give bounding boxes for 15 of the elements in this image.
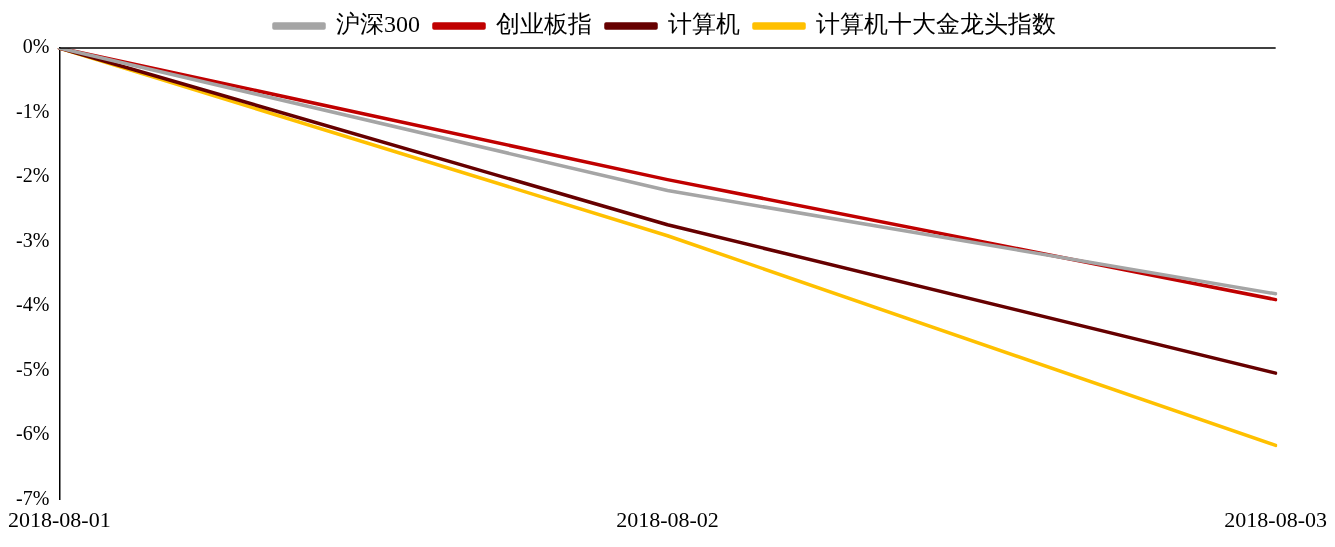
y-tick-label: -4%: [16, 293, 50, 316]
y-tick-label: -1%: [16, 99, 50, 122]
y-tick-label: -7%: [16, 486, 50, 509]
y-tick-label: 0%: [22, 35, 50, 58]
legend-label: 计算机: [668, 11, 740, 38]
legend-label: 创业板指: [496, 11, 592, 38]
x-tick-label: 2018-08-02: [616, 506, 719, 532]
y-tick-label: -2%: [16, 164, 50, 187]
y-tick-label: -3%: [16, 228, 50, 251]
y-tick-label: -5%: [16, 357, 50, 380]
legend-label: 计算机十大金龙头指数: [816, 11, 1056, 38]
legend-label: 沪深300: [336, 11, 420, 38]
x-tick-label: 2018-08-01: [8, 506, 111, 532]
y-tick-label: -6%: [16, 422, 50, 445]
x-tick-label: 2018-08-03: [1224, 506, 1327, 532]
